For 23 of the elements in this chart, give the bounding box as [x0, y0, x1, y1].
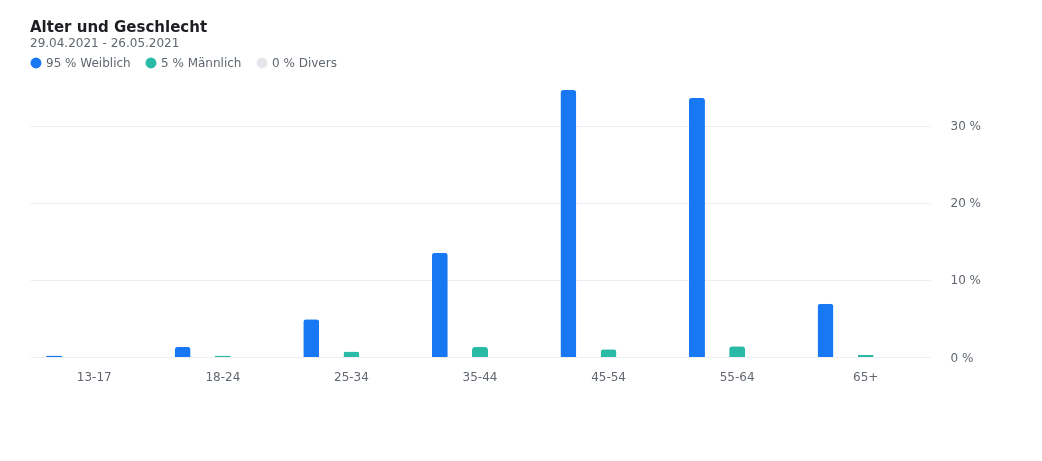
bar [688, 97, 705, 357]
chart-subtitle: 29.04.2021 - 26.05.2021 [30, 36, 180, 50]
bar [817, 303, 834, 357]
x-tick-label: 55-64 [719, 369, 755, 384]
legend-label: 95 % Weiblich [46, 56, 131, 70]
x-tick-label: 35-44 [462, 369, 498, 384]
legend-label: 0 % Divers [272, 56, 337, 70]
x-tick-label: 13-17 [76, 369, 112, 384]
y-tick-label: 10 % [950, 273, 981, 288]
bar [560, 90, 577, 357]
x-tick-label: 25-34 [333, 369, 369, 384]
bar [303, 319, 320, 357]
bar [431, 252, 448, 357]
bar [174, 346, 191, 357]
y-tick-label: 0 % [950, 350, 974, 365]
x-tick-label: 45-54 [591, 369, 627, 384]
x-tick-label: 65+ [853, 369, 879, 384]
x-tick-label: 18-24 [205, 369, 241, 384]
y-tick-label: 30 % [950, 119, 981, 134]
chart-title: Alter und Geschlecht [30, 18, 208, 36]
bar [472, 346, 488, 357]
y-tick-label: 20 % [950, 196, 981, 211]
legend-label: 5 % Männlich [161, 56, 242, 70]
